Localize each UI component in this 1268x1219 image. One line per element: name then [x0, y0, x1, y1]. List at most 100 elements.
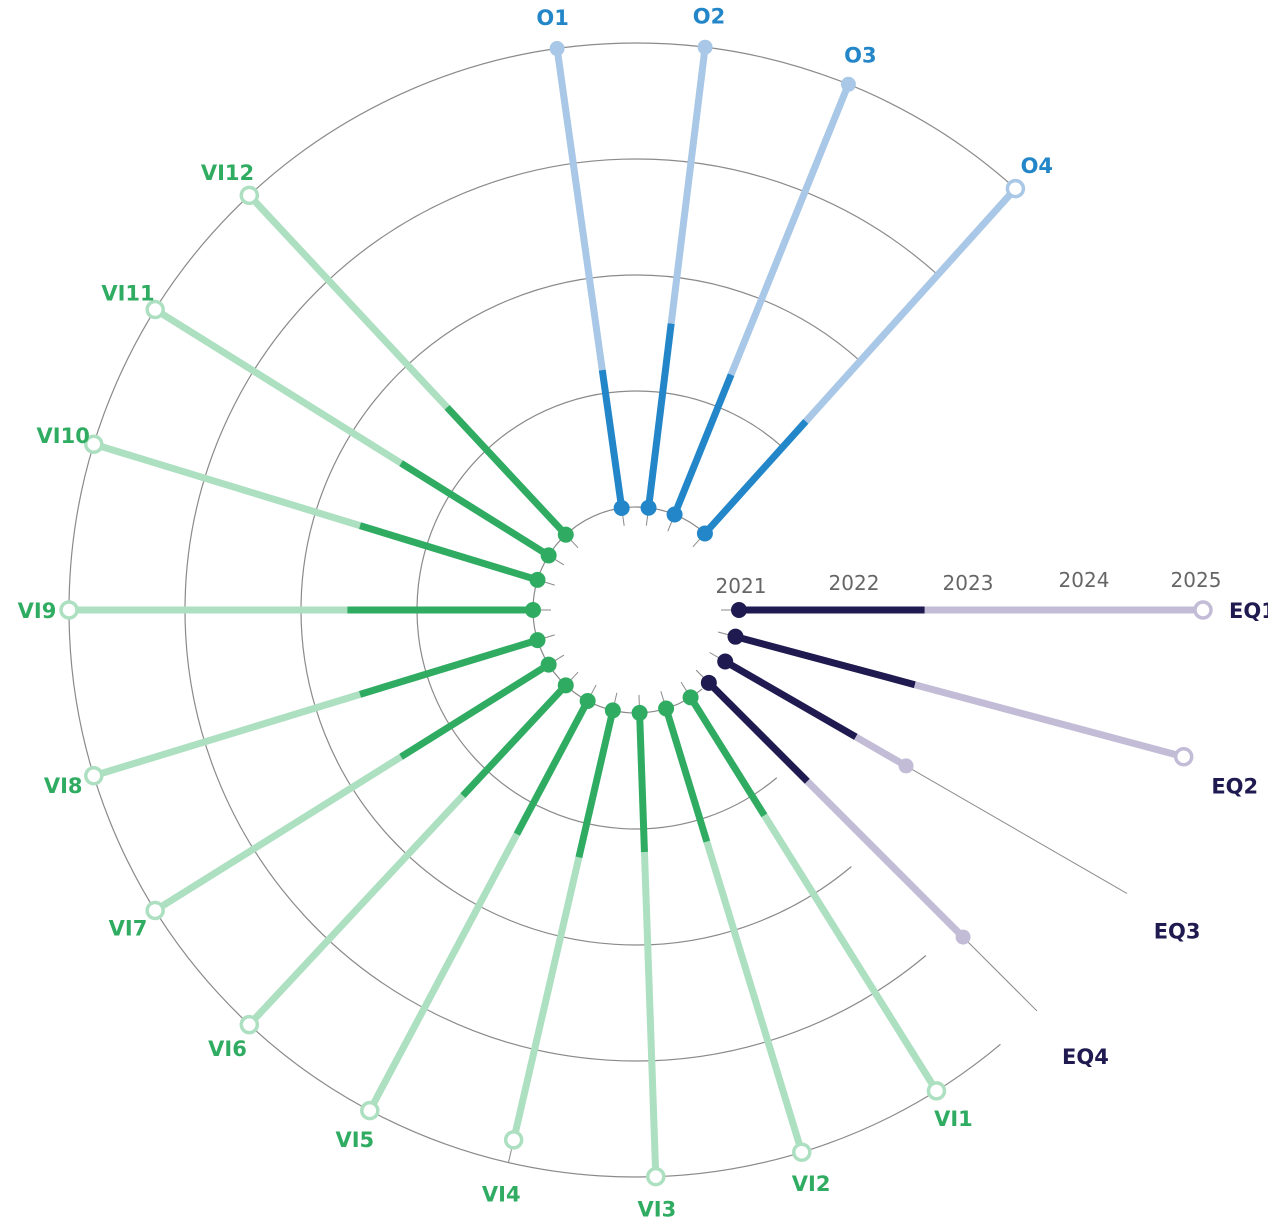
label-VI10: VI10 [37, 424, 90, 448]
labels-layer: EQ1 EQ2 EQ3 EQ4 VI1 VI2 VI3 VI4 VI5 VI6 VI7 VI8 VI9 V… [18, 4, 1268, 1219]
end-marker-VI4 [503, 1130, 524, 1150]
bar-planned-VI5 [366, 832, 520, 1113]
end-marker-VI11 [145, 299, 165, 320]
end-marker-EQ4 [955, 929, 971, 945]
label-VI7: VI7 [109, 916, 148, 940]
start-dot-O4 [696, 525, 713, 542]
start-dot-VI9 [525, 602, 541, 618]
end-marker-VI6 [239, 1014, 260, 1035]
label-VI1: VI1 [934, 1107, 973, 1131]
bar-done-VI7 [399, 661, 551, 760]
bar-done-VI11 [399, 460, 551, 559]
end-marker-VI3 [646, 1166, 666, 1187]
end-marker-O4 [1005, 178, 1026, 199]
bar-planned-O3 [727, 82, 852, 376]
bar-planned-VI10 [92, 440, 362, 529]
start-dot-VI2 [658, 700, 675, 717]
start-dot-O2 [640, 499, 657, 516]
label-EQ4: EQ4 [1062, 1045, 1109, 1069]
bar-planned-VI1 [761, 813, 940, 1093]
bar-done-VI5 [513, 699, 591, 836]
bar-planned-VI6 [246, 793, 466, 1028]
bar-done-O1 [598, 369, 626, 509]
start-dot-VI7 [540, 656, 557, 673]
bar-planned-VI3 [640, 851, 660, 1177]
year-label-2023: 2023 [943, 571, 994, 595]
start-dot-VI10 [529, 571, 546, 588]
end-marker-VI8 [84, 766, 104, 786]
end-marker-EQ1 [1193, 600, 1213, 620]
bar-done-O3 [671, 373, 735, 516]
bar-done-VI6 [460, 682, 569, 799]
label-O2: O2 [693, 4, 725, 28]
start-dot-VI5 [579, 692, 596, 709]
end-marker-VI7 [145, 900, 165, 921]
bar-done-VI10 [358, 522, 539, 584]
bar-done-VI1 [687, 695, 768, 818]
bar-planned-VI11 [153, 306, 403, 467]
start-dot-VI6 [557, 677, 574, 694]
end-marker-VI9 [59, 600, 79, 620]
start-dot-EQ1 [731, 602, 747, 618]
label-VI12: VI12 [201, 161, 254, 185]
axis-layer: 2021 2022 2023 2024 2025 [716, 568, 1222, 598]
end-marker-O2 [697, 39, 713, 55]
label-O4: O4 [1021, 154, 1053, 178]
start-dot-VI11 [540, 547, 557, 564]
label-O3: O3 [844, 44, 876, 68]
year-label-2022: 2022 [829, 571, 880, 595]
bar-done-VI4 [575, 709, 617, 859]
start-dot-VI1 [682, 689, 699, 706]
bar-planned-O1 [553, 48, 606, 371]
label-VI9: VI9 [18, 599, 57, 623]
label-VI11: VI11 [101, 282, 154, 306]
label-EQ1: EQ1 [1229, 599, 1268, 623]
start-dot-O3 [666, 506, 683, 523]
end-marker-EQ3 [898, 758, 914, 774]
end-marker-O1 [549, 41, 565, 57]
grid-ring-2025 [68, 42, 1016, 1178]
bar-planned-VI2 [703, 840, 806, 1154]
year-label-2025: 2025 [1171, 568, 1222, 592]
bar-done-O4 [702, 419, 809, 536]
grid-ring-2023 [300, 274, 861, 946]
bar-planned-EQ2 [913, 681, 1185, 761]
bar-done-EQ3 [723, 658, 858, 740]
end-marker-VI12 [239, 185, 260, 206]
end-marker-VI2 [792, 1142, 812, 1162]
grid-ring-2024 [184, 158, 939, 1062]
start-dot-O1 [613, 500, 630, 517]
end-marker-VI1 [926, 1081, 947, 1101]
bar-done-O2 [645, 323, 675, 509]
year-label-2024: 2024 [1059, 568, 1110, 592]
start-dot-VI3 [631, 704, 648, 721]
bar-done-VI8 [358, 636, 539, 698]
label-VI6: VI6 [208, 1037, 247, 1061]
bar-planned-VI8 [92, 691, 362, 780]
end-marker-O3 [840, 76, 856, 92]
bar-done-EQ4 [706, 680, 810, 784]
label-EQ3: EQ3 [1154, 920, 1201, 944]
year-label-2021: 2021 [716, 574, 767, 598]
bar-done-EQ2 [734, 633, 916, 689]
bar-planned-O2 [667, 46, 709, 324]
end-marker-VI10 [84, 434, 104, 454]
bar-planned-EQ3 [854, 733, 908, 769]
bar-done-VI3 [636, 712, 648, 853]
end-marker-VI5 [360, 1100, 380, 1121]
label-VI5: VI5 [335, 1128, 374, 1152]
end-marker-EQ2 [1173, 747, 1194, 767]
label-VI2: VI2 [792, 1172, 831, 1196]
start-dot-EQ3 [717, 653, 734, 670]
start-dot-EQ4 [700, 674, 717, 691]
start-dot-EQ2 [727, 628, 744, 645]
label-VI3: VI3 [638, 1198, 677, 1219]
bar-planned-VI12 [246, 192, 450, 410]
grid-ring-2022 [416, 390, 783, 830]
bar-planned-VI7 [153, 753, 403, 914]
bar-planned-EQ4 [804, 778, 966, 940]
label-O1: O1 [536, 6, 568, 30]
label-VI4: VI4 [482, 1183, 521, 1207]
bar-planned-VI4 [510, 856, 583, 1141]
